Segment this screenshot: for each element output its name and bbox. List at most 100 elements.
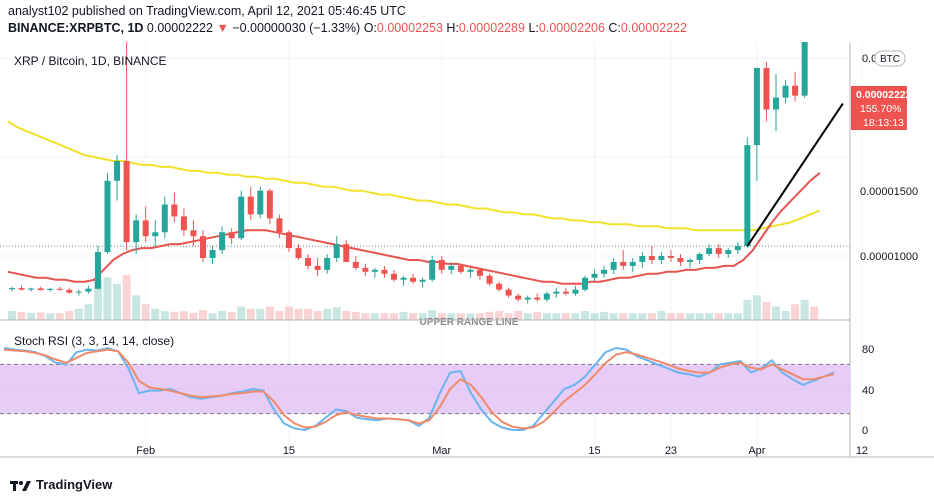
candle-body — [391, 273, 397, 280]
candle-body — [801, 42, 808, 96]
candle-body — [438, 259, 445, 270]
candle-body — [305, 257, 312, 266]
candle-body — [123, 160, 130, 243]
volume-bar — [275, 311, 284, 320]
volume-bar — [762, 302, 771, 320]
candle-body — [639, 256, 646, 262]
candle-body — [219, 232, 226, 251]
volume-bar — [514, 311, 523, 320]
volume-bar — [227, 311, 236, 320]
trendline-segment — [746, 102, 844, 247]
publish-info: analyst102 published on TradingView.com,… — [8, 4, 406, 18]
candle-body — [18, 288, 25, 290]
high-label: H: — [446, 21, 459, 35]
volume-bar — [74, 308, 83, 320]
candle-body — [171, 204, 178, 217]
volume-bar — [561, 313, 570, 320]
candle-body — [410, 277, 417, 282]
candle-body — [257, 190, 264, 215]
stoch-k-line — [3, 346, 835, 432]
candle-body — [591, 273, 598, 278]
candle-body — [104, 180, 111, 253]
time-tick-label: 23 — [665, 445, 677, 457]
price-axis: 0.0000 0.00001500 0.00001000 BTC 0.00002… — [851, 50, 918, 437]
candle-body — [180, 216, 187, 231]
candle-body — [620, 261, 627, 266]
candle-body — [66, 289, 73, 293]
symbol-name: BINANCE:XRPBTC, 1D — [8, 21, 144, 35]
volume-bar — [791, 304, 800, 320]
volume-bar — [132, 295, 141, 320]
fast-ma-line — [7, 172, 821, 285]
volume-bar — [456, 313, 465, 320]
volume-bar — [495, 311, 504, 320]
volume-bar — [218, 311, 227, 320]
candle-body — [314, 265, 321, 270]
candle-body — [37, 288, 44, 291]
candle-body — [792, 85, 799, 96]
time-axis: Feb 15 Mar 15 23 Apr 12 — [136, 445, 868, 457]
last-price: 0.00002222 — [146, 21, 213, 35]
volume-bar — [55, 313, 64, 320]
low-label: L: — [528, 21, 539, 35]
change-down-icon: ▼ — [216, 21, 229, 35]
candle-body — [28, 288, 35, 290]
volume-bar — [571, 313, 580, 320]
currency-badge[interactable] — [874, 50, 906, 67]
bar-countdown-label: 18:13:13 — [863, 117, 904, 129]
volume-bar — [294, 308, 303, 320]
volume-bar — [475, 313, 484, 320]
candle-body — [582, 277, 588, 290]
candle-body — [648, 256, 655, 260]
volume-bar — [504, 313, 513, 320]
candle-body — [572, 289, 579, 294]
volume-bar — [370, 313, 379, 320]
candle-body — [238, 196, 245, 239]
candle-body — [553, 291, 560, 294]
candle-body — [142, 220, 149, 237]
high-value: 0.00002289 — [458, 21, 525, 35]
candle-body — [47, 288, 54, 291]
time-tick-label: Apr — [748, 445, 765, 457]
candle-body — [505, 289, 512, 296]
volume-bar — [657, 311, 666, 320]
volume-bar — [533, 311, 542, 320]
stoch-d-line — [3, 348, 835, 430]
volume-bar — [390, 313, 398, 320]
close-value: 0.00002222 — [620, 21, 687, 35]
candle-body — [419, 279, 426, 282]
candle-body — [543, 293, 550, 300]
candle-body — [467, 269, 474, 272]
chart-area[interactable]: UPPER RANGE LINE XRP / Bitcoin, 1D, BINA… — [0, 42, 934, 470]
time-tick-label: Feb — [136, 445, 155, 457]
candle-body — [85, 288, 92, 292]
time-tick-label: 15 — [588, 445, 600, 457]
volume-bar — [600, 311, 609, 320]
volume-bar — [409, 313, 418, 320]
candle-body — [677, 257, 684, 262]
volume-bar — [695, 313, 704, 320]
candle-body — [9, 288, 15, 290]
candle-body — [706, 248, 713, 255]
candle-body — [534, 297, 541, 300]
volume-bar — [237, 306, 246, 320]
candlesticks[interactable] — [9, 42, 827, 304]
volume-bar — [714, 313, 723, 320]
candle-body — [362, 267, 369, 272]
volume-bar — [46, 313, 55, 320]
candle-body — [276, 218, 283, 233]
low-value: 0.00002206 — [538, 21, 605, 35]
candle-body — [400, 277, 407, 280]
last-price-marker — [851, 86, 907, 130]
volume-bar — [27, 312, 36, 320]
candle-body — [667, 256, 674, 258]
candle-body — [352, 261, 359, 268]
time-tick-label: 12 — [856, 445, 868, 457]
candle-body — [524, 297, 531, 300]
volume-bar — [485, 311, 494, 320]
rsi-band — [0, 364, 850, 414]
candle-body — [725, 250, 732, 255]
rsi-tick-label: 80 — [862, 344, 874, 356]
volume-bar — [676, 313, 685, 320]
volume-bar — [428, 310, 437, 320]
